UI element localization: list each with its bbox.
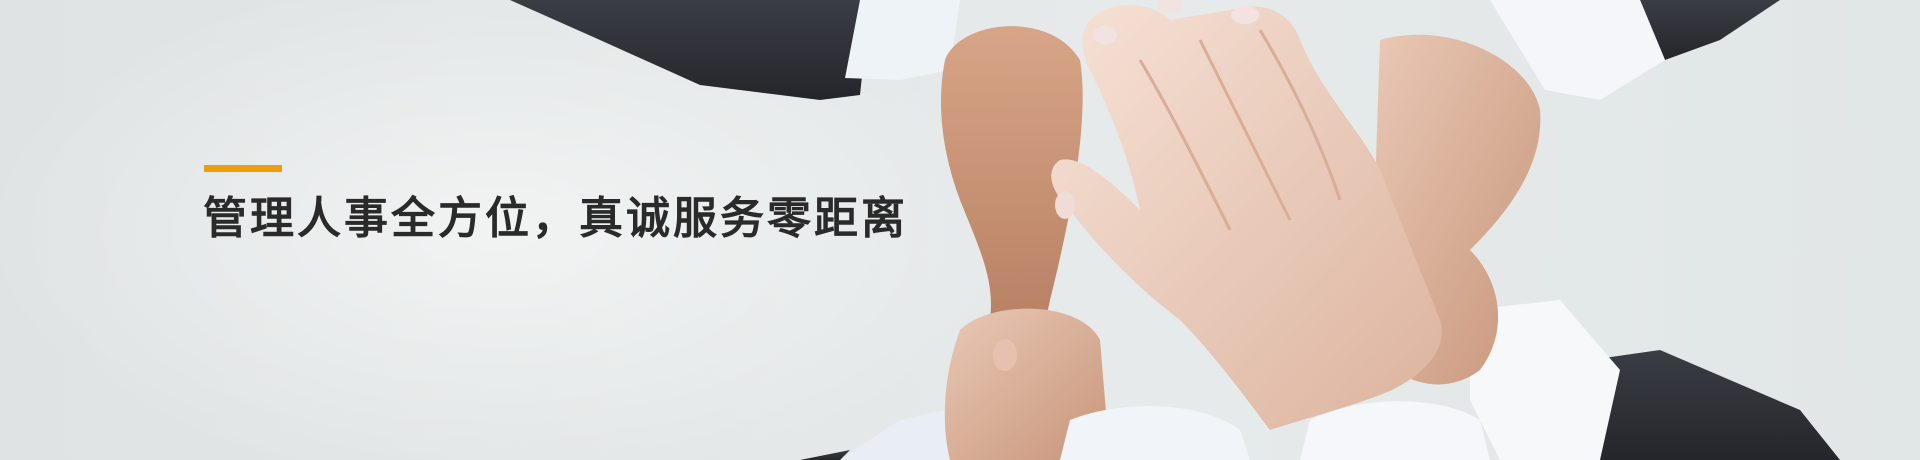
headline-accent-bar [204, 165, 282, 172]
banner-headline: 管理人事全方位，真诚服务零距离 [203, 193, 908, 244]
